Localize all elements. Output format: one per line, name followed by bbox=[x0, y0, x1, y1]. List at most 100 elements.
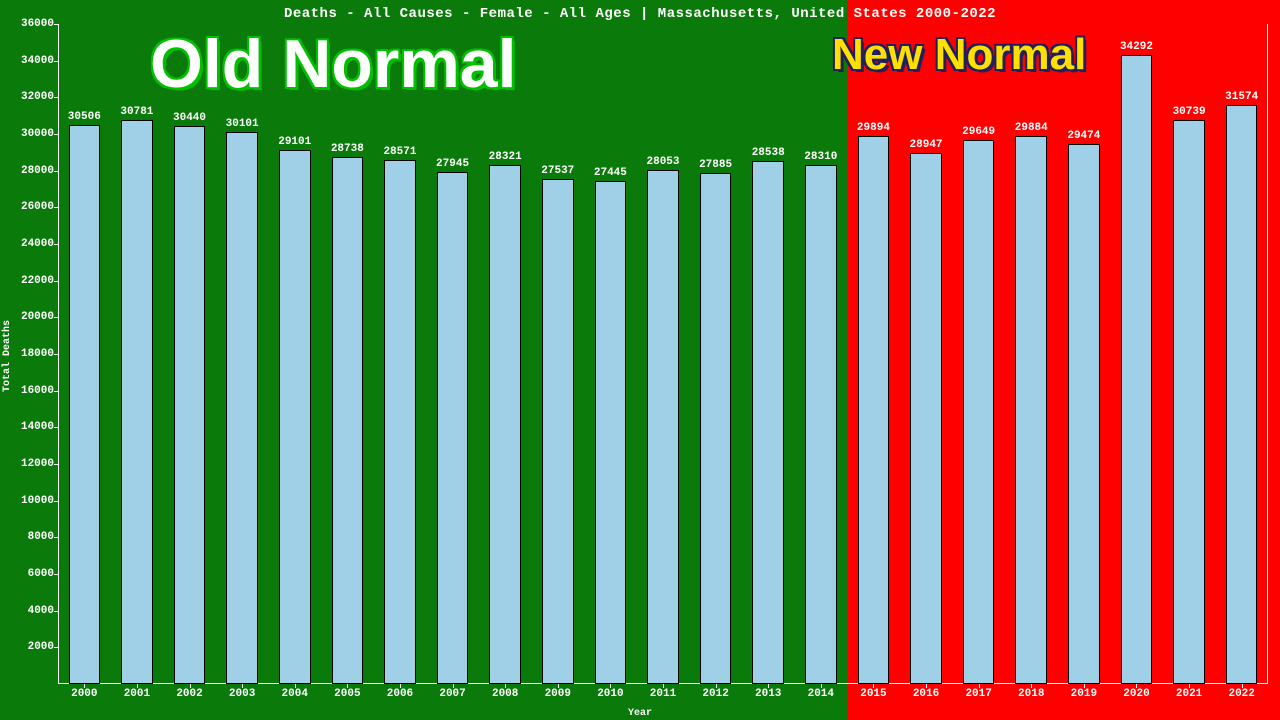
bar-value-label: 31574 bbox=[1225, 91, 1258, 103]
bar bbox=[963, 140, 995, 684]
bar-value-label: 27945 bbox=[436, 158, 469, 170]
bar-value-label: 27445 bbox=[594, 167, 627, 179]
ytick-mark bbox=[54, 317, 58, 318]
bar bbox=[595, 181, 627, 684]
xtick-label: 2007 bbox=[439, 688, 465, 700]
ytick-mark bbox=[54, 171, 58, 172]
bar-value-label: 30781 bbox=[120, 106, 153, 118]
bar-value-label: 28738 bbox=[331, 143, 364, 155]
bar-value-label: 29884 bbox=[1015, 122, 1048, 134]
ytick-label: 16000 bbox=[21, 385, 54, 397]
xtick-label: 2006 bbox=[387, 688, 413, 700]
ytick-label: 26000 bbox=[21, 201, 54, 213]
xtick-label: 2019 bbox=[1071, 688, 1097, 700]
bar bbox=[279, 150, 311, 684]
bar bbox=[489, 165, 521, 684]
bar-value-label: 29649 bbox=[962, 126, 995, 138]
ytick-mark bbox=[54, 574, 58, 575]
xtick-label: 2015 bbox=[860, 688, 886, 700]
bar-value-label: 28310 bbox=[804, 151, 837, 163]
bar-value-label: 28053 bbox=[646, 156, 679, 168]
bar bbox=[174, 126, 206, 684]
bar bbox=[121, 120, 153, 684]
bar bbox=[69, 125, 101, 684]
xtick-label: 2014 bbox=[808, 688, 834, 700]
ytick-mark bbox=[54, 354, 58, 355]
y-axis bbox=[58, 24, 59, 684]
x-axis-label: Year bbox=[628, 708, 652, 719]
bar bbox=[1226, 105, 1258, 684]
bar-value-label: 34292 bbox=[1120, 41, 1153, 53]
ytick-label: 8000 bbox=[28, 531, 54, 543]
overlay-text: Old Normal bbox=[150, 25, 517, 103]
bar-value-label: 30440 bbox=[173, 112, 206, 124]
ytick-label: 4000 bbox=[28, 605, 54, 617]
ytick-label: 6000 bbox=[28, 568, 54, 580]
ytick-label: 28000 bbox=[21, 165, 54, 177]
ytick-mark bbox=[54, 97, 58, 98]
xtick-label: 2022 bbox=[1228, 688, 1254, 700]
ytick-label: 12000 bbox=[21, 458, 54, 470]
ytick-label: 34000 bbox=[21, 55, 54, 67]
xtick-label: 2012 bbox=[702, 688, 728, 700]
xtick-label: 2001 bbox=[124, 688, 150, 700]
xtick-label: 2004 bbox=[282, 688, 308, 700]
ytick-label: 10000 bbox=[21, 495, 54, 507]
bar-value-label: 30506 bbox=[68, 111, 101, 123]
bar-value-label: 29101 bbox=[278, 136, 311, 148]
ytick-label: 18000 bbox=[21, 348, 54, 360]
bar bbox=[858, 136, 890, 684]
bar bbox=[1015, 136, 1047, 684]
bar-value-label: 30101 bbox=[226, 118, 259, 130]
ytick-mark bbox=[54, 611, 58, 612]
bar-value-label: 28947 bbox=[910, 139, 943, 151]
xtick-label: 2016 bbox=[913, 688, 939, 700]
xtick-label: 2011 bbox=[650, 688, 676, 700]
bar bbox=[437, 172, 469, 684]
xtick-label: 2013 bbox=[755, 688, 781, 700]
ytick-mark bbox=[54, 134, 58, 135]
xtick-label: 2020 bbox=[1123, 688, 1149, 700]
ytick-mark bbox=[54, 501, 58, 502]
bar-value-label: 30739 bbox=[1173, 106, 1206, 118]
ytick-label: 22000 bbox=[21, 275, 54, 287]
ytick-mark bbox=[54, 281, 58, 282]
ytick-label: 2000 bbox=[28, 641, 54, 653]
bar bbox=[805, 165, 837, 684]
ytick-label: 24000 bbox=[21, 238, 54, 250]
ytick-label: 36000 bbox=[21, 18, 54, 30]
ytick-mark bbox=[54, 391, 58, 392]
bar-value-label: 28571 bbox=[383, 146, 416, 158]
ytick-label: 14000 bbox=[21, 421, 54, 433]
bar-value-label: 28321 bbox=[489, 151, 522, 163]
ytick-mark bbox=[54, 61, 58, 62]
ytick-label: 30000 bbox=[21, 128, 54, 140]
xtick-label: 2003 bbox=[229, 688, 255, 700]
bar bbox=[384, 160, 416, 684]
ytick-mark bbox=[54, 464, 58, 465]
chart-title: Deaths - All Causes - Female - All Ages … bbox=[0, 6, 1280, 22]
ytick-label: 20000 bbox=[21, 311, 54, 323]
bar bbox=[542, 179, 574, 684]
plot-area: 2000400060008000100001200014000160001800… bbox=[58, 24, 1268, 684]
ytick-label: 32000 bbox=[21, 91, 54, 103]
ytick-mark bbox=[54, 647, 58, 648]
ytick-mark bbox=[54, 24, 58, 25]
bar bbox=[1068, 144, 1100, 684]
bar bbox=[332, 157, 364, 684]
xtick-label: 2000 bbox=[71, 688, 97, 700]
y-axis-right bbox=[1267, 24, 1268, 684]
xtick-label: 2009 bbox=[545, 688, 571, 700]
bar bbox=[1121, 55, 1153, 684]
ytick-mark bbox=[54, 427, 58, 428]
bar-value-label: 29894 bbox=[857, 122, 890, 134]
bar bbox=[752, 161, 784, 684]
xtick-label: 2021 bbox=[1176, 688, 1202, 700]
bar bbox=[226, 132, 258, 684]
xtick-label: 2002 bbox=[176, 688, 202, 700]
ytick-mark bbox=[54, 207, 58, 208]
bar bbox=[1173, 120, 1205, 684]
xtick-label: 2005 bbox=[334, 688, 360, 700]
ytick-mark bbox=[54, 537, 58, 538]
bar-value-label: 27537 bbox=[541, 165, 574, 177]
